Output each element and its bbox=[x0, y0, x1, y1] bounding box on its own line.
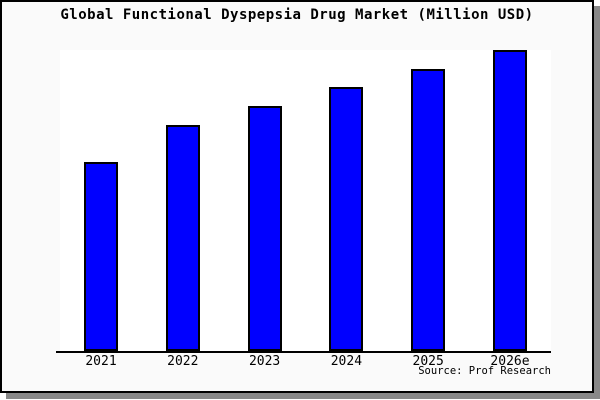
plot-area bbox=[56, 50, 551, 353]
x-tick-label: 2022 bbox=[167, 354, 199, 369]
bars-group bbox=[60, 50, 551, 351]
bar-2025 bbox=[411, 68, 446, 351]
chart-title: Global Functional Dyspepsia Drug Market … bbox=[60, 7, 534, 23]
x-tick-2025: 2025 bbox=[411, 354, 445, 369]
x-tick-label: 2023 bbox=[248, 354, 281, 369]
bar-2024 bbox=[329, 87, 364, 351]
x-axis-labels: 2021 2022 2023 2024 2025 2026e bbox=[60, 354, 551, 369]
bar-2023 bbox=[247, 106, 282, 351]
x-tick-label: 2021 bbox=[85, 354, 117, 369]
x-tick-2022: 2022 bbox=[166, 354, 200, 369]
x-tick-label: 2024 bbox=[330, 354, 363, 369]
x-tick-2021: 2021 bbox=[84, 354, 118, 369]
x-tick-2026e: 2026e bbox=[490, 354, 530, 369]
bar-2026e bbox=[492, 50, 527, 351]
x-tick-label: 2025 bbox=[412, 354, 444, 369]
source-note: Source: Prof Research bbox=[418, 365, 551, 377]
bar-2022 bbox=[165, 124, 200, 351]
x-axis-line bbox=[56, 351, 551, 353]
x-tick-2024: 2024 bbox=[329, 354, 363, 369]
x-tick-label: 2026e bbox=[490, 354, 530, 369]
x-tick-2023: 2023 bbox=[248, 354, 282, 369]
bar-2021 bbox=[84, 161, 118, 351]
